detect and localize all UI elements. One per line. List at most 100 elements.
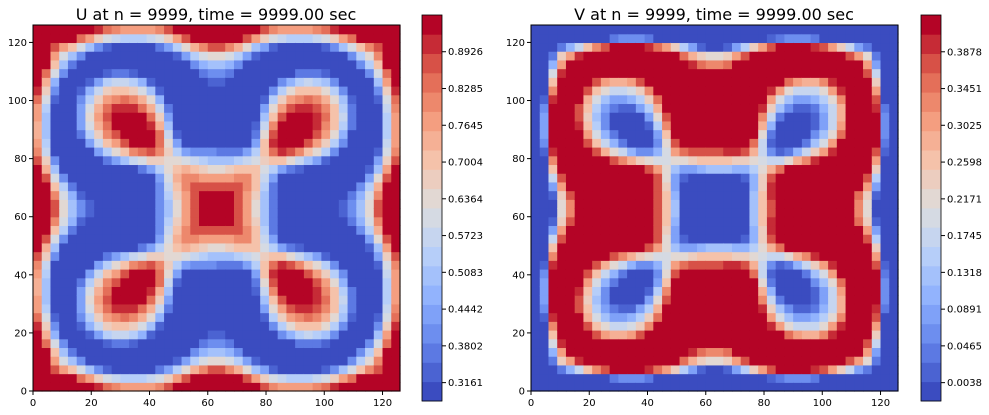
u-contour-cell xyxy=(146,356,156,366)
v-contour-cell xyxy=(810,286,820,296)
u-contour-cell xyxy=(391,251,401,261)
v-contour-cell xyxy=(731,129,742,139)
u-contour-cell xyxy=(382,208,392,218)
v-contour-cell xyxy=(714,173,724,183)
v-contour-cell xyxy=(714,164,724,174)
v-y-tick-label: 120 xyxy=(506,38,525,49)
v-contour-cell xyxy=(793,286,803,296)
u-contour-cell xyxy=(373,338,384,349)
u-contour-cell xyxy=(242,86,253,96)
v-contour-cell xyxy=(871,68,882,78)
u-contour-cell xyxy=(382,216,392,227)
v-contour-cell xyxy=(539,103,550,113)
u-contour-cell xyxy=(181,330,191,340)
v-contour-cell xyxy=(801,382,812,392)
u-contour-cell xyxy=(181,42,191,52)
u-contour-cell xyxy=(321,286,331,296)
v-contour-cell xyxy=(819,330,829,340)
u-contour-cell xyxy=(41,155,52,166)
v-contour-cell xyxy=(723,155,733,166)
u-contour-cell xyxy=(260,138,270,148)
v-contour-cell xyxy=(531,68,541,78)
u-contour-cell xyxy=(373,208,384,218)
v-contour-cell xyxy=(828,86,838,96)
v-contour-cell xyxy=(592,208,602,218)
u-contour-cell xyxy=(312,277,322,288)
v-contour-cell xyxy=(819,147,829,157)
v-contour-cell xyxy=(828,312,838,322)
v-contour-cell xyxy=(557,364,567,375)
v-contour-cell xyxy=(653,173,663,183)
v-contour-cell xyxy=(705,216,716,227)
v-contour-cell xyxy=(793,181,803,192)
u-contour-cell xyxy=(242,77,253,87)
v-contour-cell xyxy=(845,312,855,322)
v-contour-cell xyxy=(600,330,611,340)
u-contour-cell xyxy=(164,129,174,139)
v-contour-cell xyxy=(775,382,786,392)
u-contour-cell xyxy=(321,242,331,253)
v-contour-cell xyxy=(863,225,873,235)
u-contour-cell xyxy=(251,373,261,383)
u-contour-cell xyxy=(373,103,384,113)
u-contour-cell xyxy=(41,103,52,113)
u-contour-cell xyxy=(356,129,366,139)
v-contour-cell xyxy=(749,364,759,375)
v-contour-cell xyxy=(863,112,873,122)
v-contour-cell xyxy=(854,120,864,131)
u-contour-cell xyxy=(111,190,121,200)
u-contour-cell xyxy=(85,269,95,279)
u-contour-cell xyxy=(365,251,375,261)
u-contour-cell xyxy=(225,303,235,314)
u-contour-cell xyxy=(330,216,340,227)
v-contour-cell xyxy=(810,295,820,305)
v-contour-cell xyxy=(758,155,768,166)
u-contour-cell xyxy=(181,155,191,166)
u-contour-cell xyxy=(190,164,200,174)
u-contour-cell xyxy=(85,155,95,166)
v-contour-cell xyxy=(644,338,654,349)
v-contour-cell xyxy=(784,25,794,35)
u-contour-cell xyxy=(120,286,130,296)
u-contour-cell xyxy=(199,86,209,96)
v-contour-cell xyxy=(880,373,890,383)
u-contour-cell xyxy=(120,112,130,122)
u-contour-cell xyxy=(207,51,218,61)
v-contour-cell xyxy=(679,173,689,183)
v-contour-cell xyxy=(609,190,619,200)
v-contour-cell xyxy=(557,277,567,288)
v-contour-cell xyxy=(714,312,724,322)
v-contour-cell xyxy=(653,269,663,279)
u-contour-cell xyxy=(190,147,200,157)
v-contour-cell xyxy=(670,51,681,61)
u-contour-cell xyxy=(260,94,270,105)
v-contour-cell xyxy=(880,120,890,131)
v-contour-cell xyxy=(723,277,733,288)
u-contour-cell xyxy=(303,77,314,87)
v-contour-cell xyxy=(819,164,829,174)
u-contour-cell xyxy=(277,356,288,366)
u-contour-cell xyxy=(129,181,139,192)
u-contour-cell xyxy=(391,373,401,383)
v-contour-cell xyxy=(819,242,829,253)
u-contour-cell xyxy=(286,33,296,44)
u-contour-cell xyxy=(199,42,209,52)
u-contour-cell xyxy=(76,382,87,392)
u-contour-cell xyxy=(295,129,305,139)
v-contour-cell xyxy=(871,303,882,314)
v-contour-cell xyxy=(810,190,820,200)
u-contour-cell xyxy=(199,303,209,314)
u-contour-cell xyxy=(146,260,156,270)
u-contour-cell xyxy=(321,164,331,174)
v-contour-cell xyxy=(565,286,576,296)
u-contour-cell xyxy=(347,33,357,44)
v-contour-cell xyxy=(845,42,855,52)
v-contour-cell xyxy=(670,295,681,305)
v-contour-cell xyxy=(618,51,628,61)
u-contour-cell xyxy=(225,295,235,305)
u-contour-cell xyxy=(111,59,121,70)
v-contour-cell xyxy=(889,330,899,340)
u-contour-cell xyxy=(59,251,69,261)
v-contour-cell xyxy=(740,77,751,87)
u-contour-cell xyxy=(137,68,148,78)
